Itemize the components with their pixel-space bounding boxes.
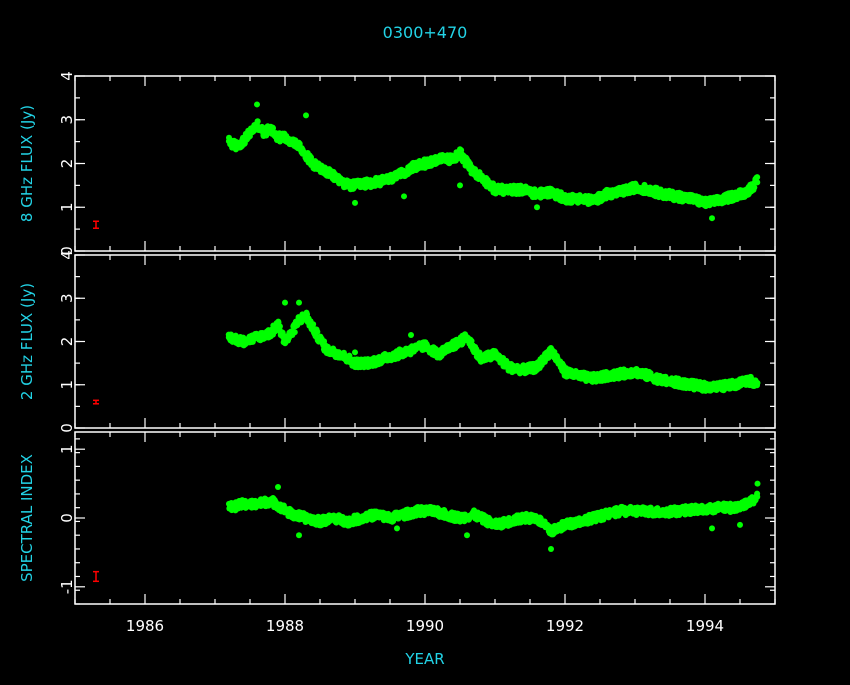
data-point (279, 329, 286, 336)
outlier-point (709, 525, 715, 532)
data-point (314, 328, 321, 335)
y-tick-label: 4 (58, 71, 76, 81)
y-tick-label: 2 (58, 337, 76, 347)
outlier-point (457, 182, 463, 189)
data-points (225, 309, 761, 394)
outlier-point (709, 215, 715, 222)
outlier-point (408, 332, 414, 339)
outlier-points (254, 101, 715, 222)
y-tick-label: 0 (58, 513, 76, 523)
outlier-point (394, 525, 400, 532)
data-point (754, 174, 761, 181)
data-points (225, 118, 761, 210)
outlier-point (422, 164, 428, 171)
data-point (276, 323, 283, 330)
data-point (754, 380, 761, 387)
outlier-point (282, 299, 288, 306)
x-tick-label: 1988 (266, 617, 304, 635)
x-tick-label: 1994 (686, 617, 724, 635)
data-point (275, 318, 282, 325)
outlier-point (548, 545, 554, 552)
data-point (254, 118, 261, 125)
data-point (308, 154, 315, 161)
y-ticks: 0 1 2 3 4 (58, 71, 775, 256)
outlier-point (275, 484, 281, 491)
error-bar (93, 220, 99, 229)
y-tick-label: 3 (58, 293, 76, 303)
outlier-point (754, 480, 761, 487)
y-axis-label: 2 GHz FLUX (Jy) (18, 283, 36, 400)
y-tick-label: 4 (58, 250, 76, 260)
x-tick-labels: 1986 1988 1990 1992 1994 (126, 617, 724, 635)
outlier-point (534, 204, 540, 211)
panels-layer: 0 1 2 3 4 8 GHz FLUX (Jy) 0 1 2 3 4 2 GHz FLUX (Jy)… (18, 71, 776, 635)
y-tick-label: 0 (58, 246, 76, 256)
x-ticks (74, 76, 776, 251)
y-tick-label: -1 (58, 579, 76, 594)
outlier-point (401, 193, 407, 200)
y-tick-label: 1 (58, 380, 76, 390)
x-tick-label: 1986 (126, 617, 164, 635)
panel-spectral: -1 0 1 SPECTRAL INDEX 1986 1988 1990 1992 1994 (18, 431, 776, 635)
panel-flux8: 0 1 2 3 4 8 GHz FLUX (Jy) (18, 71, 776, 256)
outlier-point (303, 112, 309, 119)
data-point (310, 321, 317, 328)
data-point (754, 490, 761, 497)
x-axis-label: YEAR (404, 650, 444, 668)
data-point (754, 179, 761, 186)
data-point (296, 140, 303, 147)
outlier-point (254, 101, 260, 108)
y-ticks: 0 1 2 3 4 (58, 250, 775, 433)
outlier-point (296, 299, 302, 306)
outlier-points (282, 299, 414, 356)
y-tick-label: 0 (58, 423, 76, 433)
error-bar (93, 399, 99, 405)
x-tick-label: 1990 (406, 617, 444, 635)
chart-title: 0300+470 (383, 23, 468, 42)
y-axis-label: SPECTRAL INDEX (18, 454, 36, 582)
panel-flux2: 0 1 2 3 4 2 GHz FLUX (Jy) (18, 250, 776, 433)
data-point (751, 184, 758, 191)
data-point (269, 124, 276, 131)
y-tick-label: 1 (58, 202, 76, 212)
x-ticks (74, 255, 776, 428)
outlier-point (464, 532, 470, 539)
data-point (291, 329, 298, 336)
y-ticks: -1 0 1 (58, 438, 775, 605)
data-points (225, 490, 761, 538)
y-tick-label: 2 (58, 159, 76, 169)
x-tick-label: 1992 (546, 617, 584, 635)
outlier-point (296, 532, 302, 539)
error-bar (93, 570, 99, 583)
outlier-point (352, 349, 358, 356)
y-axis-label: 8 GHz FLUX (Jy) (18, 105, 36, 222)
y-tick-label: 3 (58, 115, 76, 125)
y-tick-label: 1 (58, 444, 76, 454)
outlier-point (737, 521, 743, 528)
outlier-point (352, 199, 358, 206)
